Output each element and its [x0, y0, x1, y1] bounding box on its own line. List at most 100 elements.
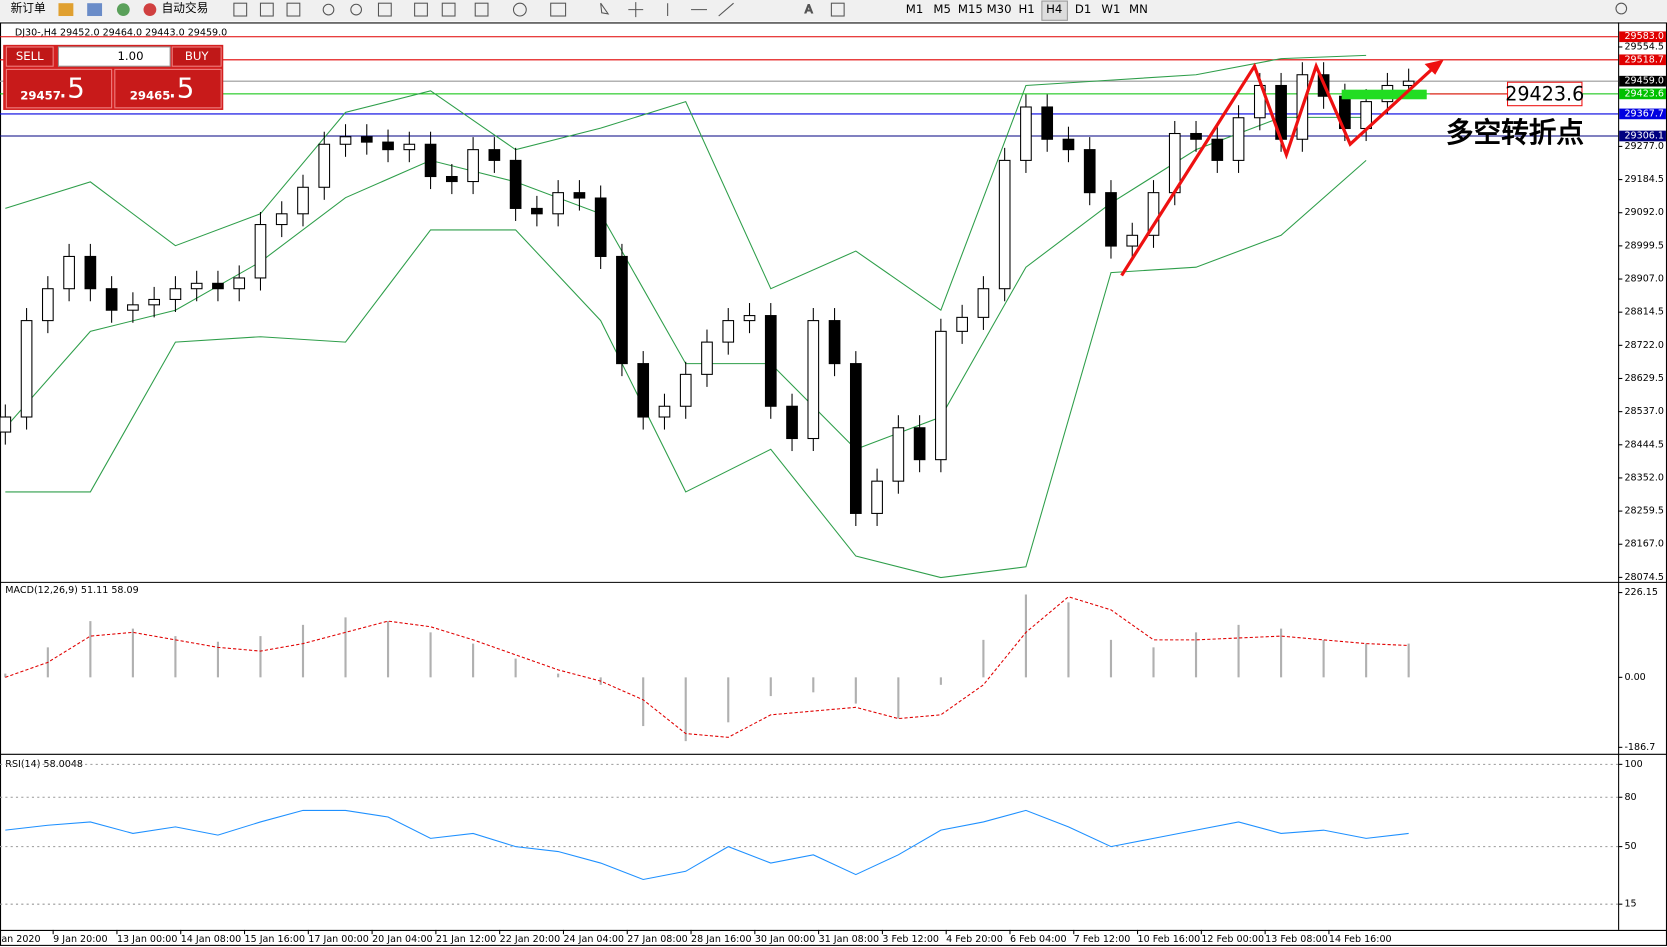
icon[interactable] — [512, 2, 527, 17]
candle-body — [1020, 106, 1032, 161]
x-tick-label: 27 Jan 08:00 — [627, 934, 688, 945]
icon[interactable] — [474, 2, 489, 17]
icon[interactable] — [441, 2, 456, 17]
timeframe[interactable]: MN — [1129, 2, 1148, 16]
ask-price[interactable]: 29465 — [130, 89, 171, 103]
candle-body — [254, 224, 267, 279]
timeframe[interactable]: M15 — [958, 2, 983, 16]
y-tick-label: 29184.5 — [1624, 174, 1664, 185]
x-tick-label: 14 Jan 08:00 — [181, 934, 242, 945]
price-tag — [1619, 31, 1666, 43]
active-timeframe — [1041, 0, 1068, 21]
icon[interactable] — [550, 2, 567, 17]
x-tick-label: 28 Jan 16:00 — [691, 934, 752, 945]
icon[interactable] — [414, 2, 428, 17]
timeframe[interactable]: M30 — [987, 2, 1012, 16]
tool-icons: A — [233, 2, 1628, 18]
y-tick-label: -186.7 — [1624, 742, 1655, 753]
candle-body — [1190, 132, 1202, 140]
y-tick-label: 28259.5 — [1624, 506, 1664, 517]
candle-body — [275, 213, 288, 226]
candle-body — [1041, 106, 1054, 140]
candle-body — [637, 363, 650, 418]
x-tick-label: 10 Feb 16:00 — [1138, 934, 1201, 945]
y-tick-label: 226.15 — [1624, 587, 1657, 598]
icon[interactable] — [600, 2, 610, 15]
annotation-box — [1506, 81, 1583, 107]
candle-body — [828, 320, 841, 365]
timeframe[interactable]: M1 — [906, 2, 924, 16]
y-tick-label: 28444.5 — [1624, 439, 1664, 450]
x-tick-label: 24 Jan 04:00 — [563, 934, 624, 945]
candle-body — [722, 320, 735, 343]
icon[interactable] — [116, 3, 130, 17]
candle-body — [743, 315, 756, 322]
timeframe[interactable]: H1 — [1018, 2, 1034, 16]
price-tag — [1619, 75, 1666, 87]
candle-body — [148, 298, 161, 306]
auto-trading[interactable]: 自动交易 — [162, 1, 209, 15]
x-tick-label: 8 Jan 2020 — [0, 934, 41, 945]
candle-body — [956, 316, 968, 332]
candle-body — [531, 207, 543, 215]
icon[interactable] — [259, 2, 274, 17]
price-tag-label: 29423.6 — [1624, 88, 1664, 99]
icon[interactable] — [87, 3, 103, 17]
icon[interactable] — [286, 2, 301, 17]
bid-price[interactable]: 29457 — [20, 89, 61, 103]
bid-fraction[interactable]: .5 — [58, 72, 84, 105]
candle-body — [318, 143, 331, 188]
buy-button[interactable] — [171, 46, 222, 67]
sell-button[interactable] — [5, 46, 54, 67]
y-tick-label: 28722.0 — [1624, 340, 1664, 351]
candle-body — [807, 320, 820, 440]
icon[interactable] — [1615, 2, 1628, 15]
y-tick-label: 100 — [1624, 759, 1642, 770]
candle-body — [297, 186, 309, 215]
price-tag — [1619, 54, 1666, 66]
x-tick-label: 20 Jan 04:00 — [372, 934, 433, 945]
y-tick-label: 15 — [1624, 899, 1636, 910]
icon[interactable] — [58, 3, 74, 17]
icon[interactable] — [143, 3, 157, 17]
buy-label[interactable]: BUY — [185, 49, 210, 63]
bollinger-lower — [5, 159, 1367, 579]
icon[interactable] — [377, 2, 392, 17]
icon[interactable] — [350, 3, 362, 16]
candle-body — [658, 405, 671, 418]
rsi-line — [5, 809, 1409, 881]
candle-body — [190, 282, 203, 290]
candle-body — [616, 255, 628, 365]
timeframe[interactable]: W1 — [1101, 2, 1120, 16]
y-tick-label: 28999.5 — [1624, 240, 1664, 251]
icon[interactable] — [322, 3, 335, 16]
timeframe[interactable]: D1 — [1075, 2, 1091, 16]
bid-box[interactable] — [5, 68, 113, 109]
candle-body — [892, 427, 905, 482]
candle-body — [552, 192, 564, 215]
timeframe[interactable]: M5 — [933, 2, 951, 16]
bollinger-upper — [5, 54, 1367, 312]
candle-body — [467, 149, 479, 183]
ask-box[interactable] — [114, 68, 222, 109]
ask-fraction[interactable]: .5 — [168, 72, 194, 105]
lot-field[interactable] — [57, 46, 171, 67]
x-tick-label: 6 Feb 04:00 — [1010, 934, 1067, 945]
new-order[interactable]: 新订单 — [11, 1, 46, 15]
icon[interactable] — [628, 2, 644, 18]
x-tick-label: 13 Jan 00:00 — [117, 934, 178, 945]
candle-body — [849, 363, 862, 514]
highlight — [1341, 89, 1427, 100]
signal-line — [5, 596, 1409, 738]
candle-body — [105, 288, 118, 311]
timeframe[interactable]: H4 — [1046, 2, 1062, 16]
icon[interactable]: A — [804, 2, 813, 17]
sell-label[interactable]: SELL — [16, 49, 44, 63]
icon[interactable] — [667, 2, 734, 17]
candle-body — [1126, 234, 1139, 247]
icon[interactable] — [830, 2, 845, 17]
icon[interactable] — [233, 2, 248, 17]
candle-body — [424, 143, 437, 178]
lot[interactable]: 1.00 — [118, 49, 144, 63]
